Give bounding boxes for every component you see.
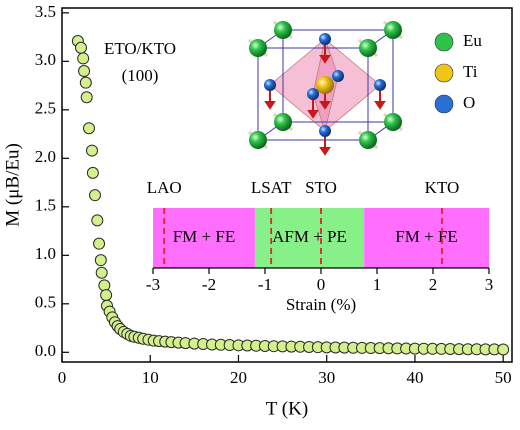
y-tick-label: 3.0 (35, 50, 56, 69)
y-tick-label: 3.5 (35, 2, 56, 21)
y-tick-label: 1.0 (35, 244, 56, 263)
x-axis-label: T (K) (266, 398, 308, 419)
legend-swatch (434, 94, 454, 114)
substrate-label: STO (305, 178, 337, 197)
phase-region (364, 208, 489, 268)
data-point (83, 122, 95, 135)
data-point (93, 237, 106, 250)
y-tick-label: 0.5 (35, 293, 56, 312)
data-point (80, 91, 93, 104)
x-tick-label: 40 (406, 368, 423, 387)
phase-label: FM + FE (395, 227, 458, 246)
legend-swatch (434, 63, 454, 83)
data-point (86, 144, 98, 157)
eu-atoms (249, 21, 402, 149)
structure-inset (248, 20, 403, 156)
ti-atom (316, 76, 334, 94)
o-atoms (264, 33, 386, 137)
x-tick-label: 20 (230, 368, 247, 387)
x-tick-label: 3 (485, 275, 494, 294)
data-point (89, 189, 101, 202)
data-point (74, 41, 87, 54)
data-point (98, 279, 111, 292)
annotation: (100) (122, 66, 159, 85)
x-tick-label: -2 (202, 275, 216, 294)
data-point (86, 166, 99, 179)
phase-region (153, 208, 255, 268)
phase-label: FM + FE (173, 227, 236, 246)
y-tick-label: 1.5 (35, 196, 56, 215)
data-point (77, 52, 90, 65)
y-axis-label: M (μB/Eu) (2, 143, 23, 227)
x-tick-label: 10 (142, 368, 159, 387)
data-point (95, 266, 108, 279)
legend-swatch (434, 32, 454, 52)
data-point (100, 289, 113, 302)
data-point (497, 343, 510, 356)
substrate-label: LAO (147, 178, 182, 197)
legend-label: Eu (463, 31, 482, 50)
x-tick-label: 0 (317, 275, 326, 294)
substrate-label: LSAT (251, 178, 292, 197)
y-tick-label: 2.0 (35, 147, 56, 166)
y-tick-label: 0.0 (35, 341, 56, 360)
plot-frame (61, 7, 513, 363)
legend-label: Ti (463, 62, 478, 81)
phase-region (254, 208, 365, 268)
x-tick-label: 50 (495, 368, 512, 387)
x-axis-label: Strain (%) (286, 295, 356, 314)
polar-arrows (264, 45, 386, 156)
x-tick-label: 1 (373, 275, 382, 294)
x-tick-label: 30 (318, 368, 335, 387)
data-point (94, 254, 107, 267)
legend-label: O (463, 93, 475, 112)
substrate-label: KTO (425, 178, 460, 197)
x-tick-label: -1 (258, 275, 272, 294)
data-point (79, 76, 92, 89)
x-tick-label: 0 (58, 368, 67, 387)
annotation: ETO/KTO (104, 39, 176, 58)
phase-label: AFM + PE (272, 227, 347, 246)
x-tick-label: -3 (146, 275, 160, 294)
data-point (91, 214, 104, 227)
y-tick-label: 2.5 (35, 99, 56, 118)
data-point (78, 65, 91, 78)
x-tick-label: 2 (429, 275, 438, 294)
